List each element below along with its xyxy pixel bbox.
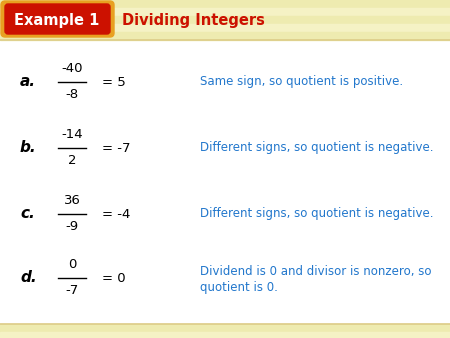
Text: 2: 2 <box>68 154 76 168</box>
Text: Dividing Integers: Dividing Integers <box>122 14 265 28</box>
Bar <box>0 32 450 40</box>
Text: Dividend is 0 and divisor is nonzero, so: Dividend is 0 and divisor is nonzero, so <box>200 265 432 277</box>
FancyBboxPatch shape <box>1 1 114 37</box>
Text: -9: -9 <box>65 220 79 234</box>
Text: -40: -40 <box>61 63 83 75</box>
Text: b.: b. <box>20 141 36 155</box>
Text: Different signs, so quotient is negative.: Different signs, so quotient is negative… <box>200 208 433 220</box>
Bar <box>0 8 450 16</box>
Text: Example 1: Example 1 <box>14 14 100 28</box>
Text: = -4: = -4 <box>102 208 130 220</box>
Text: 0: 0 <box>68 259 76 271</box>
Bar <box>0 24 450 32</box>
Text: a.: a. <box>20 74 36 90</box>
Text: -14: -14 <box>61 128 83 142</box>
Text: Different signs, so quotient is negative.: Different signs, so quotient is negative… <box>200 142 433 154</box>
Text: = -7: = -7 <box>102 142 130 154</box>
Text: = 5: = 5 <box>102 75 126 89</box>
Bar <box>0 16 450 24</box>
Bar <box>0 0 450 8</box>
Text: = 0: = 0 <box>102 271 126 285</box>
Text: 36: 36 <box>63 194 81 208</box>
Bar <box>0 332 450 338</box>
Bar <box>0 324 450 332</box>
Text: quotient is 0.: quotient is 0. <box>200 281 278 293</box>
Text: -8: -8 <box>65 89 79 101</box>
Text: c.: c. <box>20 207 35 221</box>
Text: -7: -7 <box>65 285 79 297</box>
Text: d.: d. <box>20 270 36 286</box>
Text: Same sign, so quotient is positive.: Same sign, so quotient is positive. <box>200 75 403 89</box>
FancyBboxPatch shape <box>5 4 110 34</box>
